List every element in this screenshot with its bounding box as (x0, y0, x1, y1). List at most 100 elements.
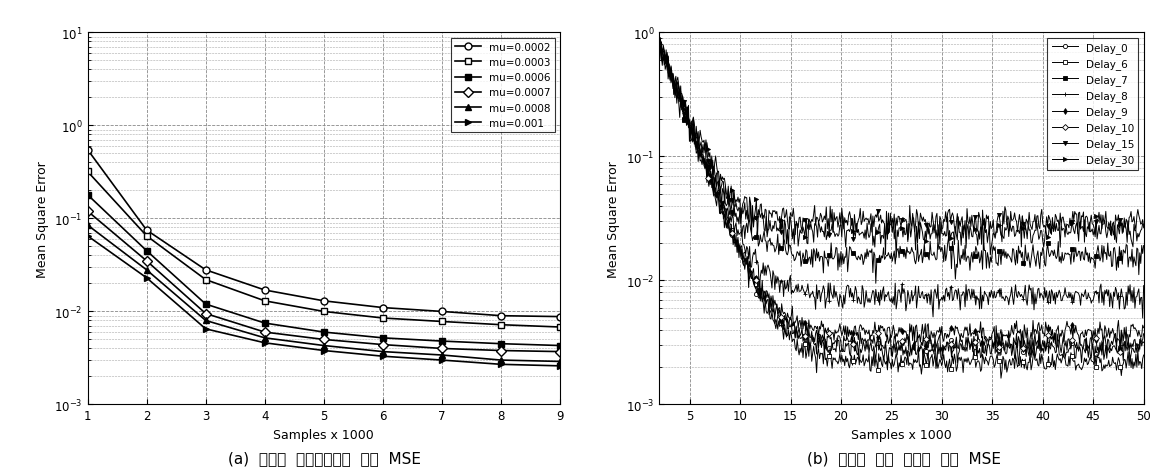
Delay_8 (915, 291, 929, 297)
Line: Delay_9: Delay_9 (657, 37, 1146, 356)
Delay_8 (1049, 290, 1063, 296)
Delay_7 (943, 247, 957, 253)
mu=0.0003 (317, 309, 331, 315)
Line: mu=0.0002: mu=0.0002 (84, 147, 564, 320)
mu=0.0008 (435, 352, 449, 358)
Delay_10 (886, 345, 900, 350)
Line: mu=0.0006: mu=0.0006 (84, 192, 564, 349)
Line: Delay_10: Delay_10 (657, 37, 1146, 362)
Delay_0 (930, 363, 944, 368)
Line: Delay_8: Delay_8 (657, 43, 1146, 320)
mu=0.0008 (553, 359, 567, 365)
Delay_15 (652, 42, 666, 48)
mu=0.0007 (198, 311, 212, 317)
mu=0.001 (435, 357, 449, 363)
Delay_30 (915, 229, 929, 235)
Delay_0 (942, 348, 956, 354)
Delay_10 (652, 42, 666, 48)
Delay_10 (1051, 338, 1065, 344)
mu=0.0006 (258, 320, 272, 326)
Delay_8 (882, 297, 896, 302)
Delay_7 (885, 251, 899, 257)
Delay_9 (988, 351, 1002, 357)
mu=0.0006 (553, 343, 567, 348)
Delay_30 (1050, 228, 1064, 233)
mu=0.0007 (494, 348, 508, 354)
Line: Delay_7: Delay_7 (657, 40, 1146, 286)
mu=0.0006 (198, 302, 212, 307)
Delay_6 (1050, 351, 1064, 357)
Delay_6 (994, 376, 1008, 381)
mu=0.001 (553, 363, 567, 369)
Delay_9 (654, 36, 668, 41)
Delay_30 (882, 223, 896, 229)
Delay_9 (915, 322, 929, 327)
Delay_6 (915, 371, 929, 377)
mu=0.001 (198, 326, 212, 332)
mu=0.0002 (81, 148, 95, 153)
Delay_15 (885, 223, 899, 228)
mu=0.001 (376, 354, 390, 359)
Legend: Delay_0, Delay_6, Delay_7, Delay_8, Delay_9, Delay_10, Delay_15, Delay_30: Delay_0, Delay_6, Delay_7, Delay_8, Dela… (1047, 39, 1139, 170)
mu=0.0008 (376, 349, 390, 355)
mu=0.0003 (494, 322, 508, 328)
Delay_7 (1137, 243, 1151, 249)
mu=0.0007 (140, 258, 154, 264)
Delay_7 (887, 248, 901, 254)
Line: Delay_6: Delay_6 (657, 43, 1146, 380)
Delay_0 (1137, 340, 1151, 346)
Delay_8 (652, 42, 666, 48)
Y-axis label: Mean Square Error: Mean Square Error (608, 161, 621, 277)
Delay_8 (1125, 288, 1139, 294)
mu=0.0008 (198, 318, 212, 324)
Text: (b)  다양한  입력  지연에  따른  MSE: (b) 다양한 입력 지연에 따른 MSE (808, 450, 1001, 465)
Text: (a)  다양한  스텝사이즈에  따른  MSE: (a) 다양한 스텝사이즈에 따른 MSE (228, 450, 421, 465)
Delay_15 (943, 207, 957, 213)
mu=0.0002 (376, 305, 390, 311)
mu=0.001 (317, 348, 331, 354)
Y-axis label: Mean Square Error: Mean Square Error (36, 161, 49, 277)
Delay_6 (882, 360, 896, 366)
Delay_10 (915, 343, 929, 348)
Delay_30 (942, 238, 956, 244)
Line: Delay_0: Delay_0 (657, 43, 1146, 367)
Delay_10 (1127, 337, 1141, 343)
Delay_9 (1051, 323, 1065, 329)
mu=0.0006 (435, 338, 449, 344)
Delay_8 (941, 294, 955, 299)
mu=0.0007 (258, 329, 272, 335)
mu=0.0007 (376, 342, 390, 348)
Delay_8 (1137, 283, 1151, 289)
Delay_7 (1051, 239, 1065, 245)
X-axis label: Samples x 1000: Samples x 1000 (273, 428, 375, 441)
mu=0.0003 (435, 319, 449, 325)
mu=0.0002 (435, 309, 449, 315)
mu=0.0002 (553, 314, 567, 320)
Delay_6 (652, 42, 666, 48)
mu=0.001 (494, 362, 508, 367)
mu=0.0007 (81, 209, 95, 215)
Delay_15 (1051, 218, 1065, 223)
Line: Delay_15: Delay_15 (657, 40, 1146, 257)
mu=0.0002 (258, 288, 272, 293)
Delay_10 (654, 36, 668, 42)
Line: Delay_30: Delay_30 (657, 43, 1146, 260)
Delay_6 (886, 357, 900, 363)
Delay_7 (916, 254, 930, 259)
Delay_7 (654, 40, 668, 45)
Line: mu=0.001: mu=0.001 (84, 233, 564, 369)
mu=0.0008 (140, 268, 154, 273)
Delay_10 (883, 332, 897, 337)
Line: mu=0.0008: mu=0.0008 (84, 222, 564, 365)
Delay_10 (935, 357, 949, 363)
mu=0.0007 (435, 346, 449, 352)
Delay_15 (1127, 214, 1141, 220)
Delay_8 (886, 301, 900, 307)
Delay_0 (1126, 346, 1140, 351)
Delay_7 (1127, 255, 1141, 260)
mu=0.0003 (376, 316, 390, 321)
Delay_6 (1137, 352, 1151, 358)
mu=0.0008 (317, 343, 331, 348)
Delay_0 (1050, 332, 1064, 337)
Legend: mu=0.0002, mu=0.0003, mu=0.0006, mu=0.0007, mu=0.0008, mu=0.001: mu=0.0002, mu=0.0003, mu=0.0006, mu=0.00… (450, 39, 555, 133)
